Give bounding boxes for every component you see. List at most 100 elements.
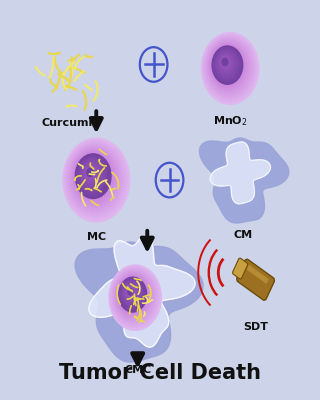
Circle shape — [219, 54, 232, 71]
Circle shape — [214, 48, 240, 81]
Circle shape — [121, 280, 143, 308]
Text: CMC: CMC — [124, 366, 151, 376]
Circle shape — [126, 286, 136, 299]
Circle shape — [119, 277, 147, 312]
Circle shape — [203, 34, 256, 102]
Circle shape — [78, 157, 107, 194]
Circle shape — [210, 43, 246, 88]
Circle shape — [127, 288, 134, 296]
Circle shape — [218, 54, 234, 73]
Circle shape — [202, 34, 258, 103]
Circle shape — [88, 170, 92, 175]
Circle shape — [115, 272, 153, 320]
Circle shape — [123, 282, 140, 304]
Circle shape — [201, 32, 259, 104]
Circle shape — [80, 160, 104, 190]
Circle shape — [114, 271, 154, 321]
Circle shape — [67, 144, 123, 214]
Circle shape — [119, 278, 146, 311]
Circle shape — [111, 268, 158, 326]
Circle shape — [217, 52, 236, 76]
Circle shape — [73, 150, 115, 204]
Circle shape — [69, 146, 120, 210]
FancyBboxPatch shape — [247, 265, 268, 284]
Circle shape — [66, 142, 126, 217]
Text: SDT: SDT — [243, 322, 268, 332]
Circle shape — [213, 47, 242, 83]
Text: MnO$_2$: MnO$_2$ — [213, 114, 247, 128]
Circle shape — [75, 154, 111, 198]
Circle shape — [208, 41, 248, 92]
Circle shape — [218, 53, 235, 74]
Circle shape — [126, 287, 135, 298]
Circle shape — [86, 167, 95, 178]
Circle shape — [63, 138, 130, 222]
Polygon shape — [199, 138, 289, 223]
Circle shape — [81, 160, 103, 188]
Circle shape — [206, 38, 252, 96]
Circle shape — [75, 153, 112, 200]
Circle shape — [65, 140, 127, 218]
Circle shape — [215, 50, 238, 78]
Text: CM: CM — [233, 230, 252, 240]
Circle shape — [224, 60, 226, 63]
Circle shape — [68, 145, 122, 212]
Circle shape — [220, 56, 230, 68]
Circle shape — [120, 279, 145, 310]
Circle shape — [82, 162, 102, 187]
Circle shape — [116, 274, 151, 317]
Circle shape — [113, 269, 156, 324]
Polygon shape — [89, 235, 195, 347]
Circle shape — [125, 285, 137, 300]
FancyBboxPatch shape — [233, 258, 248, 279]
Circle shape — [212, 46, 243, 84]
Circle shape — [77, 156, 108, 195]
Circle shape — [113, 270, 155, 322]
Circle shape — [70, 147, 119, 208]
Polygon shape — [210, 142, 270, 204]
Circle shape — [214, 49, 239, 80]
Circle shape — [216, 51, 237, 77]
Circle shape — [223, 59, 227, 64]
Circle shape — [204, 36, 254, 98]
FancyBboxPatch shape — [237, 259, 275, 300]
Circle shape — [208, 40, 250, 93]
Text: MC: MC — [87, 232, 106, 242]
Circle shape — [72, 149, 116, 205]
Polygon shape — [75, 242, 203, 362]
Circle shape — [221, 58, 229, 67]
Circle shape — [76, 155, 110, 197]
Circle shape — [122, 282, 141, 306]
Circle shape — [222, 58, 228, 66]
Circle shape — [128, 288, 133, 295]
Circle shape — [79, 158, 106, 192]
Circle shape — [89, 170, 91, 173]
Circle shape — [129, 289, 132, 294]
Circle shape — [209, 42, 247, 90]
Text: Tumor Cell Death: Tumor Cell Death — [59, 363, 261, 383]
Circle shape — [117, 276, 149, 315]
Circle shape — [83, 164, 99, 184]
Circle shape — [117, 274, 150, 316]
Circle shape — [84, 165, 98, 182]
Circle shape — [129, 290, 131, 292]
Circle shape — [122, 281, 142, 307]
Circle shape — [124, 283, 139, 303]
Circle shape — [74, 152, 114, 202]
Circle shape — [212, 45, 244, 86]
Circle shape — [66, 143, 124, 215]
Circle shape — [118, 276, 148, 313]
Circle shape — [110, 267, 159, 328]
Circle shape — [85, 166, 96, 180]
Circle shape — [220, 56, 231, 70]
Circle shape — [71, 148, 118, 207]
Circle shape — [64, 139, 128, 220]
Circle shape — [207, 39, 251, 94]
Circle shape — [83, 163, 100, 185]
Circle shape — [124, 284, 138, 302]
Circle shape — [211, 44, 245, 87]
Circle shape — [110, 266, 160, 329]
Circle shape — [112, 268, 157, 325]
Circle shape — [204, 36, 255, 100]
Circle shape — [109, 265, 161, 330]
